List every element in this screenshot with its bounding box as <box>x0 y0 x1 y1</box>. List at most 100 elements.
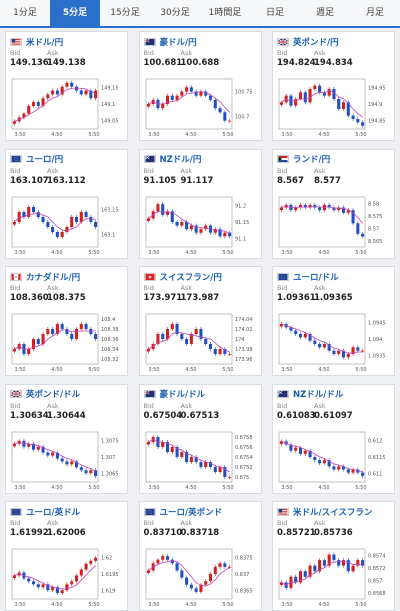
rate-card[interactable]: NZドル/円 Bid Ask 91.105 91.117 91.2 91.15 91.1 3:5… <box>138 148 262 259</box>
moving-average-line <box>147 210 230 234</box>
currency-pair[interactable]: NZドル/ドル <box>293 390 344 400</box>
candlestick-chart[interactable]: 0.8375 0.837 0.8365 3:50 4:50 5:50 <box>144 547 260 609</box>
candlestick-chart[interactable]: 1.3075 1.307 1.3065 3:50 4:50 5:50 <box>10 430 126 492</box>
candlestick-chart[interactable]: 100.75 100.7 3:50 4:50 5:50 <box>144 77 260 139</box>
currency-pair[interactable]: ユーロ/円 <box>26 155 64 165</box>
rate-card[interactable]: 米ドル/スイスフラン Bid Ask 0.85721 0.85736 0.8574 0.85… <box>272 501 395 611</box>
currency-pair[interactable]: NZドル/円 <box>159 155 202 165</box>
candle-body <box>160 104 164 109</box>
tab-3[interactable]: 30分足 <box>160 8 190 18</box>
candle-body <box>160 203 164 215</box>
candle-body <box>198 228 202 233</box>
tab-0[interactable]: 1分足 <box>13 8 37 18</box>
candlestick-chart[interactable]: 174.04 174.02 174 173.98 173.96 3:50 4:50 5:50 <box>144 312 260 374</box>
currency-pair[interactable]: ユーロ/英ドル <box>26 507 81 518</box>
candle-body <box>308 89 312 103</box>
candle-body <box>55 587 59 594</box>
rate-card[interactable]: ユーロ/ドル Bid Ask 1.09361 1.09365 1.0945 1.094 1.0… <box>272 266 395 376</box>
tab-7[interactable]: 月足 <box>365 8 384 18</box>
bid-price: 1.30634 <box>10 410 49 421</box>
candlestick-chart[interactable]: 1.62 1.6195 1.619 3:50 4:50 5:50 <box>10 547 126 609</box>
candlestick-chart[interactable]: 0.612 0.6115 0.611 3:50 4:50 5:50 <box>277 430 393 492</box>
candle-body <box>146 217 150 221</box>
x-tick-label: 4:50 <box>318 250 329 256</box>
currency-pair[interactable]: スイスフラン/円 <box>159 272 222 283</box>
currency-pair[interactable]: 豪ドル/円 <box>159 37 197 48</box>
ask-label: Ask <box>314 519 326 527</box>
currency-pair[interactable]: 英ポンド/ドル <box>26 390 81 400</box>
candlestick-chart[interactable]: 1.0945 1.094 1.0935 3:50 4:50 5:50 <box>277 312 393 374</box>
candle-body <box>337 560 341 566</box>
candlestick-chart[interactable]: 108.4 108.38 108.36 108.34 108.32 3:50 4:50 5:5… <box>10 312 126 374</box>
moving-average-line <box>147 438 230 472</box>
x-tick-label: 5:50 <box>222 132 233 138</box>
rate-card[interactable]: ユーロ/英ポンド Bid Ask 0.83710 0.83718 0.8375 0.837 0… <box>138 501 262 611</box>
candlestick-chart[interactable]: 8.58 8.575 8.57 8.565 3:50 4:50 5:50 <box>277 195 393 257</box>
rate-card[interactable]: 英ポンド/円 Bid Ask 194.824 194.834 194.95 194.9 194… <box>272 31 395 141</box>
currency-pair[interactable]: ランド/円 <box>293 155 331 165</box>
candle-body <box>318 85 322 93</box>
ca-flag-icon <box>10 272 22 281</box>
y-tick-label: 194.95 <box>368 85 386 91</box>
rate-card[interactable]: 豪ドル/ドル Bid Ask 0.67504 0.67513 0.6758 0.6756 0.… <box>138 383 262 494</box>
currency-pair[interactable]: 英ポンド/円 <box>293 37 339 48</box>
currency-pair[interactable]: ユーロ/英ポンド <box>159 507 223 518</box>
tab-2[interactable]: 15分足 <box>110 8 140 18</box>
candle-body <box>294 447 298 451</box>
candle-body <box>146 570 150 573</box>
candle-body <box>12 443 16 446</box>
candle-body <box>12 575 16 578</box>
tab-4[interactable]: 1時間足 <box>208 8 242 18</box>
tab-5[interactable]: 日足 <box>265 8 284 18</box>
bid-label: Bid <box>277 284 288 292</box>
candle-body <box>289 95 293 106</box>
candle-body <box>194 91 198 96</box>
rate-card[interactable]: ユーロ/円 Bid Ask 163.107 163.112 163.15 163.1 3:50… <box>5 148 128 259</box>
candle-body <box>51 329 55 334</box>
candle-body <box>84 90 88 95</box>
bid-label: Bid <box>277 401 288 410</box>
candlestick-chart[interactable]: 0.8574 0.8572 0.857 0.8568 3:50 4:50 5:50 <box>277 547 393 609</box>
rate-card[interactable]: 英ポンド/ドル Bid Ask 1.30634 1.30644 1.3075 1.307 1.… <box>5 383 128 494</box>
candlestick-chart[interactable]: 0.6758 0.6756 0.6754 0.6752 0.675 3:50 4:50 5:5… <box>144 430 260 492</box>
candle-body <box>175 563 179 571</box>
x-tick-label: 5:50 <box>222 250 233 256</box>
au-flag-icon <box>143 37 156 46</box>
candle-body <box>184 87 188 92</box>
tab-6[interactable]: 週足 <box>315 8 334 18</box>
rate-card[interactable]: ユーロ/英ドル Bid Ask 1.61992 1.62006 1.62 1.6195 1.6… <box>5 501 128 611</box>
candle-body <box>318 344 322 348</box>
currency-pair[interactable]: 米ドル/円 <box>26 37 64 48</box>
currency-pair[interactable]: 米ドル/スイスフラン <box>293 507 373 518</box>
bid-label: Bid <box>10 166 21 175</box>
currency-pair[interactable]: カナダドル/円 <box>26 272 81 283</box>
candlestick-chart[interactable]: 149.15 149.1 149.05 3:50 4:50 5:50 <box>10 77 126 139</box>
candlestick-chart[interactable]: 194.95 194.9 194.85 3:50 4:50 5:50 <box>277 77 393 139</box>
tab-1[interactable]: 5分足 <box>50 0 100 26</box>
rate-card[interactable]: 豪ドル/円 Bid Ask 100.681 100.688 100.75 100.7 3:50… <box>138 31 262 141</box>
plot-frame <box>11 548 99 600</box>
y-tick-label: 1.6195 <box>101 572 119 578</box>
candle-body <box>222 232 226 236</box>
currency-pair[interactable]: ユーロ/ドル <box>293 272 339 283</box>
candle-body <box>208 574 212 582</box>
rate-card[interactable]: 米ドル/円 Bid Ask 149.136 149.138 149.15 149.1 149.… <box>5 31 128 141</box>
y-tick-label: 0.6115 <box>368 455 386 461</box>
moving-average-line <box>281 205 363 224</box>
candlestick-chart[interactable]: 91.2 91.15 91.1 3:50 4:50 5:50 <box>144 195 260 257</box>
candle-body <box>213 566 217 574</box>
candle-body <box>31 206 36 212</box>
plot-frame <box>278 313 366 365</box>
rate-card[interactable]: NZドル/ドル Bid Ask 0.61083 0.61097 0.612 0.6115 0.… <box>272 383 395 494</box>
rate-card[interactable]: カナダドル/円 Bid Ask 108.360 108.375 108.4 108.38 10… <box>5 266 128 376</box>
x-tick-label: 3:50 <box>14 132 25 138</box>
x-tick-label: 5:50 <box>222 485 233 491</box>
bid-label: Bid <box>143 519 154 527</box>
ask-label: Ask <box>180 519 193 527</box>
y-tick-label: 149.15 <box>101 85 119 91</box>
rate-card[interactable]: ランド/円 Bid Ask 8.567 8.577 8.58 8.575 8.57 8.565 3… <box>272 148 395 259</box>
candlestick-chart[interactable]: 163.15 163.1 3:50 4:50 5:50 <box>10 195 126 257</box>
currency-pair[interactable]: 豪ドル/ドル <box>159 390 206 400</box>
rate-card[interactable]: スイスフラン/円 Bid Ask 173.971 173.987 174.04 174.02… <box>138 266 262 376</box>
candle-body <box>289 444 293 451</box>
